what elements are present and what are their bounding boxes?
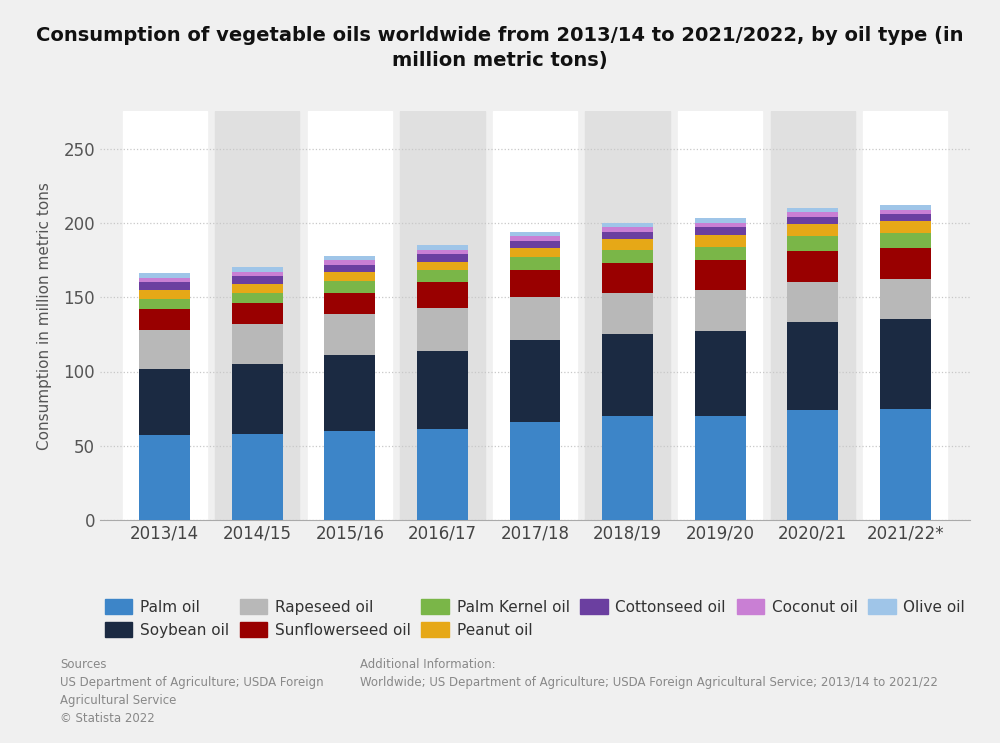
Bar [510, 297, 560, 340]
Bar [880, 221, 931, 233]
Bar [787, 322, 838, 410]
Bar [417, 351, 468, 429]
Bar [695, 218, 746, 223]
Bar [863, 111, 947, 520]
Bar [139, 309, 190, 330]
Bar [602, 263, 653, 293]
Bar [324, 293, 375, 314]
Bar [232, 267, 283, 272]
Bar [324, 431, 375, 520]
Bar [510, 241, 560, 248]
Bar [215, 111, 299, 520]
Bar [787, 236, 838, 251]
Y-axis label: Consumption in million metric tons: Consumption in million metric tons [37, 182, 52, 450]
Bar [771, 111, 855, 520]
Bar [695, 223, 746, 227]
Bar [880, 214, 931, 221]
Bar [602, 223, 653, 227]
Bar [602, 232, 653, 239]
Bar [510, 270, 560, 297]
Bar [585, 111, 670, 520]
Bar [493, 111, 577, 520]
Bar [510, 236, 560, 241]
Bar [232, 293, 283, 303]
Bar [787, 212, 838, 217]
Bar [602, 250, 653, 263]
Bar [139, 369, 190, 435]
Bar [139, 299, 190, 309]
Bar [695, 416, 746, 520]
Bar [324, 265, 375, 272]
Bar [787, 224, 838, 236]
Bar [787, 410, 838, 520]
Bar [880, 205, 931, 210]
Bar [324, 260, 375, 265]
Bar [602, 239, 653, 250]
Bar [139, 435, 190, 520]
Bar [602, 416, 653, 520]
Bar [324, 256, 375, 260]
Bar [232, 364, 283, 434]
Bar [324, 281, 375, 293]
Bar [695, 260, 746, 290]
Text: Consumption of vegetable oils worldwide from 2013/14 to 2021/2022, by oil type (: Consumption of vegetable oils worldwide … [36, 26, 964, 70]
Bar [510, 257, 560, 270]
Legend: Palm oil, Soybean oil, Rapeseed oil, Sunflowerseed oil, Palm Kernel oil, Peanut : Palm oil, Soybean oil, Rapeseed oil, Sun… [105, 600, 965, 638]
Bar [139, 330, 190, 369]
Bar [324, 314, 375, 355]
Bar [139, 290, 190, 299]
Bar [139, 282, 190, 290]
Bar [678, 111, 762, 520]
Bar [417, 308, 468, 351]
Text: Additional Information:
Worldwide; US Department of Agriculture; USDA Foreign Ag: Additional Information: Worldwide; US De… [360, 658, 938, 689]
Bar [880, 409, 931, 520]
Bar [417, 429, 468, 520]
Bar [695, 227, 746, 235]
Bar [417, 282, 468, 308]
Bar [139, 273, 190, 278]
Bar [510, 248, 560, 257]
Bar [787, 282, 838, 322]
Bar [324, 272, 375, 281]
Bar [787, 217, 838, 224]
Bar [787, 208, 838, 212]
Bar [417, 262, 468, 270]
Bar [232, 303, 283, 324]
Bar [417, 254, 468, 262]
Bar [880, 319, 931, 409]
Bar [417, 245, 468, 250]
Bar [695, 247, 746, 260]
Bar [880, 248, 931, 279]
Bar [510, 232, 560, 236]
Bar [232, 324, 283, 364]
Bar [510, 422, 560, 520]
Bar [123, 111, 207, 520]
Bar [787, 251, 838, 282]
Bar [602, 293, 653, 334]
Bar [400, 111, 485, 520]
Bar [417, 270, 468, 282]
Bar [695, 290, 746, 331]
Bar [602, 227, 653, 232]
Bar [232, 434, 283, 520]
Bar [139, 278, 190, 282]
Text: Sources
US Department of Agriculture; USDA Foreign
Agricultural Service
© Statis: Sources US Department of Agriculture; US… [60, 658, 324, 724]
Bar [324, 355, 375, 431]
Bar [308, 111, 392, 520]
Bar [695, 235, 746, 247]
Bar [602, 334, 653, 416]
Bar [695, 331, 746, 416]
Bar [880, 210, 931, 214]
Bar [880, 279, 931, 319]
Bar [880, 233, 931, 248]
Bar [232, 284, 283, 293]
Bar [232, 276, 283, 284]
Bar [417, 250, 468, 254]
Bar [510, 340, 560, 422]
Bar [232, 272, 283, 276]
